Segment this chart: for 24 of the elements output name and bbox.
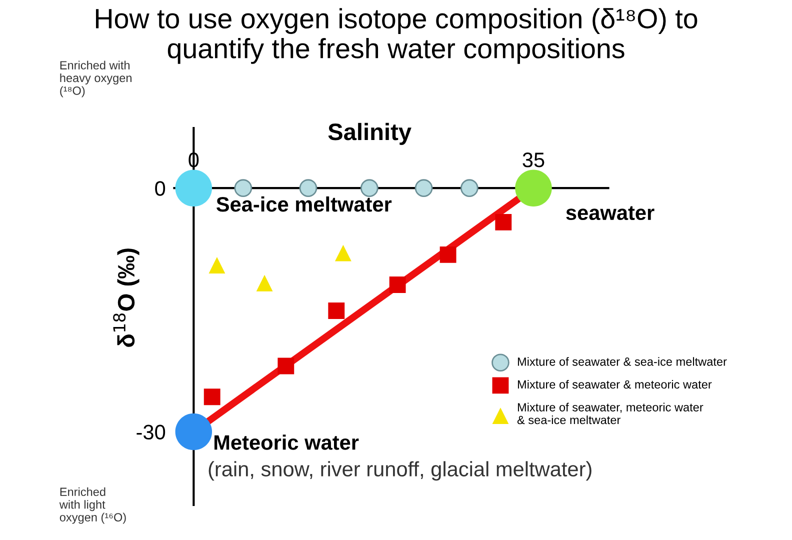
point bbox=[440, 246, 456, 263]
text: Enriched with light oxygen (¹⁶O) bbox=[59, 487, 126, 524]
y-tick-label: -30 bbox=[136, 424, 166, 440]
annotation: (rain, snow, river runoff, glacial meltwater) bbox=[208, 461, 592, 481]
point bbox=[256, 274, 273, 292]
point bbox=[278, 358, 294, 374]
point bbox=[175, 413, 212, 450]
x-axis-title: Salinity bbox=[328, 122, 412, 145]
point bbox=[204, 388, 220, 406]
annotation: Meteoric water bbox=[214, 434, 359, 450]
point bbox=[389, 276, 406, 293]
legend-label: Mixture of seawater & sea-ice meltwater bbox=[518, 357, 727, 366]
point bbox=[515, 170, 552, 206]
y-axis-title: δ$^{18}$O (‰) bbox=[113, 248, 140, 347]
point bbox=[334, 244, 352, 262]
legend-label: Mixture of seawater, meteoric water & sea-ice meltwater bbox=[517, 402, 704, 424]
point bbox=[328, 302, 345, 319]
point bbox=[175, 170, 212, 206]
x-tick-label: 35 bbox=[522, 152, 544, 168]
annotation: Sea-ice meltwater bbox=[216, 196, 392, 212]
point bbox=[495, 214, 512, 230]
legend-label: Mixture of seawater & meteoric water bbox=[518, 380, 712, 389]
point bbox=[208, 257, 226, 274]
annotation: seawater bbox=[566, 206, 654, 220]
